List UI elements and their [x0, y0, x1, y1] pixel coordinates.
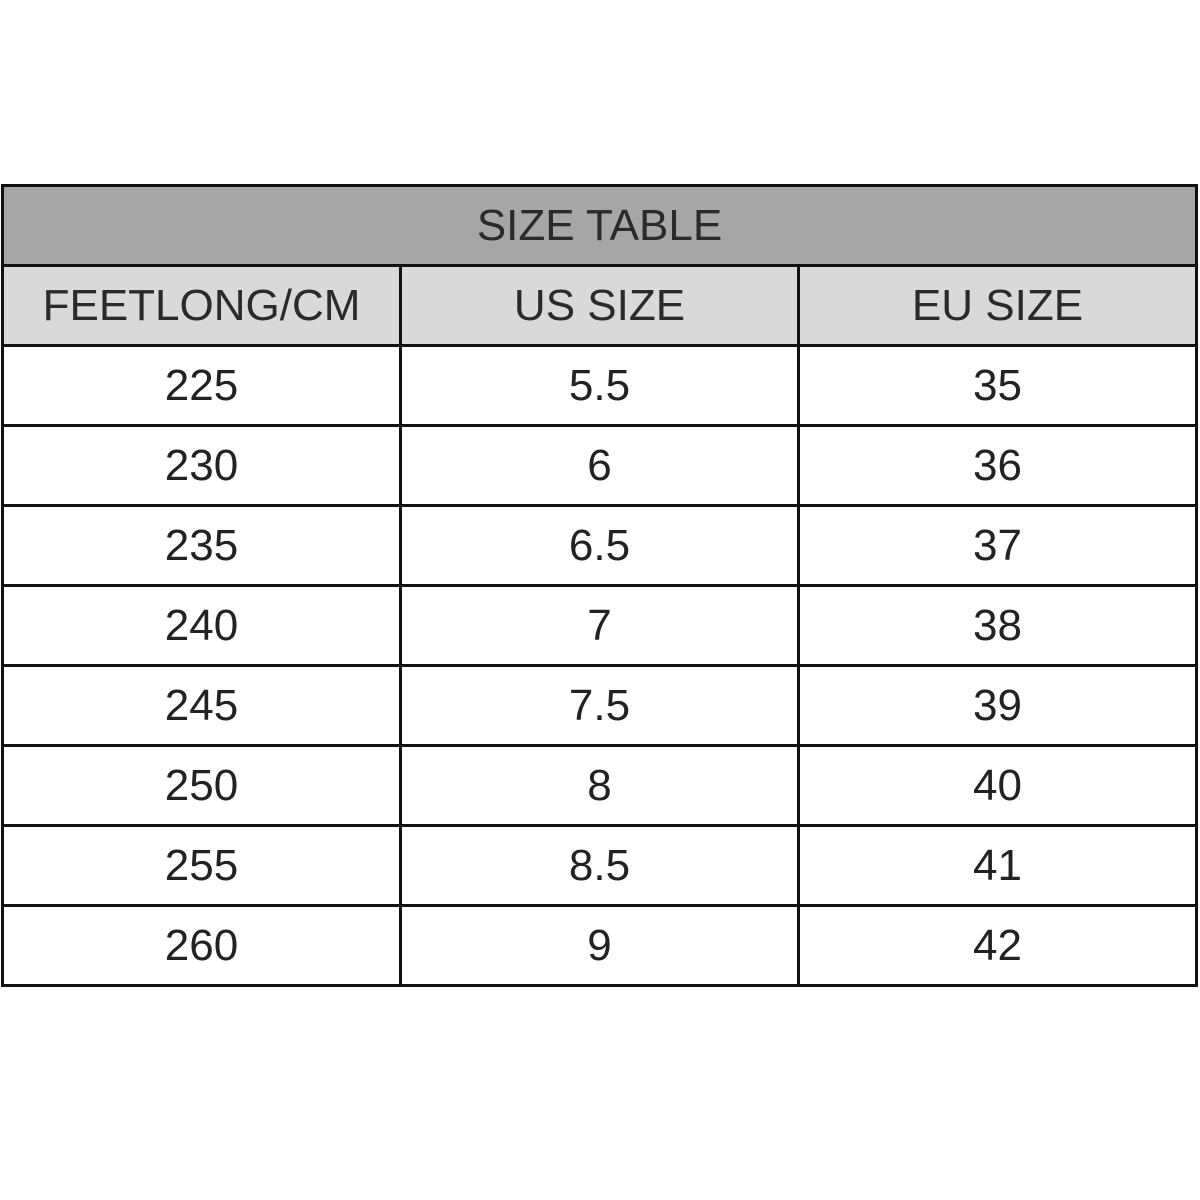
- cell-us-size: 9: [399, 904, 800, 987]
- cell-eu-size: 40: [797, 744, 1198, 827]
- size-table: SIZE TABLE FEETLONG/CM US SIZE EU SIZE 2…: [1, 184, 1198, 987]
- cell-feetlong: 250: [1, 744, 402, 827]
- table-row: 260 9 42: [1, 904, 1198, 987]
- header-us-size: US SIZE: [399, 264, 800, 347]
- cell-us-size: 6.5: [399, 504, 800, 587]
- table-row: 255 8.5 41: [1, 824, 1198, 907]
- header-feetlong: FEETLONG/CM: [1, 264, 402, 347]
- cell-eu-size: 36: [797, 424, 1198, 507]
- table-row: 235 6.5 37: [1, 504, 1198, 587]
- cell-feetlong: 245: [1, 664, 402, 747]
- cell-eu-size: 35: [797, 344, 1198, 427]
- cell-feetlong: 255: [1, 824, 402, 907]
- cell-eu-size: 38: [797, 584, 1198, 667]
- cell-us-size: 8: [399, 744, 800, 827]
- cell-us-size: 5.5: [399, 344, 800, 427]
- table-row: 245 7.5 39: [1, 664, 1198, 747]
- table-row: 230 6 36: [1, 424, 1198, 507]
- cell-feetlong: 240: [1, 584, 402, 667]
- cell-us-size: 7: [399, 584, 800, 667]
- cell-eu-size: 42: [797, 904, 1198, 987]
- header-eu-size: EU SIZE: [797, 264, 1198, 347]
- cell-feetlong: 260: [1, 904, 402, 987]
- cell-eu-size: 37: [797, 504, 1198, 587]
- title-row: SIZE TABLE: [1, 184, 1198, 267]
- table-row: 240 7 38: [1, 584, 1198, 667]
- cell-eu-size: 41: [797, 824, 1198, 907]
- cell-us-size: 7.5: [399, 664, 800, 747]
- header-row: FEETLONG/CM US SIZE EU SIZE: [1, 264, 1198, 347]
- cell-feetlong: 235: [1, 504, 402, 587]
- cell-us-size: 8.5: [399, 824, 800, 907]
- cell-eu-size: 39: [797, 664, 1198, 747]
- table-row: 225 5.5 35: [1, 344, 1198, 427]
- table-row: 250 8 40: [1, 744, 1198, 827]
- table-title: SIZE TABLE: [1, 184, 1198, 267]
- cell-us-size: 6: [399, 424, 800, 507]
- cell-feetlong: 225: [1, 344, 402, 427]
- cell-feetlong: 230: [1, 424, 402, 507]
